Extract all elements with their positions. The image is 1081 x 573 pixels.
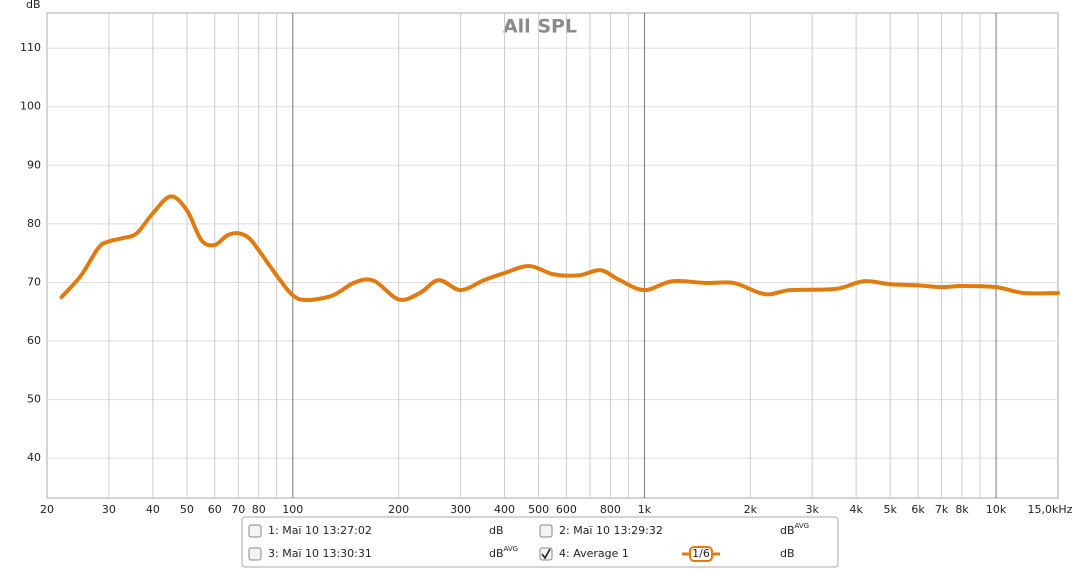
legend-label: 2: Маї 10 13:29:32 — [559, 524, 663, 537]
legend-unit: dB — [489, 524, 504, 537]
legend-unit: dBAVG — [780, 522, 809, 537]
legend-label: 1: Маї 10 13:27:02 — [268, 524, 372, 537]
x-tick-label: 80 — [252, 503, 266, 516]
x-tick-label: 15,0kHz — [1028, 503, 1073, 516]
x-tick-label: 7k — [935, 503, 949, 516]
x-tick-label: 600 — [556, 503, 577, 516]
smoothing-badge[interactable] — [689, 546, 713, 562]
y-tick-label: 90 — [27, 158, 41, 171]
x-tick-label: 1k — [638, 503, 652, 516]
legend-unit: dB — [780, 547, 795, 560]
x-tick-label: 800 — [600, 503, 621, 516]
legend-checkbox[interactable] — [248, 547, 262, 561]
x-tick-label: 200 — [388, 503, 409, 516]
legend-unit-sup: AVG — [504, 545, 519, 553]
y-axis-label: dB — [26, 0, 41, 11]
legend-checkbox[interactable] — [248, 524, 262, 538]
y-tick-label: 50 — [27, 393, 41, 406]
x-tick-label: 70 — [231, 503, 245, 516]
x-tick-label: 8k — [955, 503, 969, 516]
x-tick-label: 30 — [102, 503, 116, 516]
grid — [47, 13, 1058, 498]
x-tick-label: 400 — [494, 503, 515, 516]
chart-title: All SPL — [503, 16, 577, 38]
y-tick-label: 80 — [27, 217, 41, 230]
x-tick-label: 100 — [282, 503, 303, 516]
legend-unit-text: dB — [780, 524, 795, 537]
y-tick-label: 40 — [27, 451, 41, 464]
legend-checkmark — [541, 548, 551, 560]
x-tick-label: 5k — [884, 503, 898, 516]
legend-unit-text: dB — [489, 547, 504, 560]
x-tick-label: 50 — [180, 503, 194, 516]
legend-unit: dBAVG — [489, 545, 518, 560]
legend-label: 3: Маї 10 13:30:31 — [268, 547, 372, 560]
y-tick-label: 70 — [27, 275, 41, 288]
y-tick-label: 60 — [27, 334, 41, 347]
y-tick-label: 100 — [20, 100, 41, 113]
x-tick-label: 10k — [986, 503, 1007, 516]
x-tick-label: 4k — [849, 503, 863, 516]
legend-checkbox[interactable] — [539, 524, 553, 538]
x-tick-label: 2k — [744, 503, 758, 516]
x-tick-label: 6k — [911, 503, 925, 516]
x-tick-label: 40 — [146, 503, 160, 516]
x-tick-label: 20 — [40, 503, 54, 516]
x-tick-label: 300 — [450, 503, 471, 516]
legend-unit-text: dB — [489, 524, 504, 537]
x-tick-label: 3k — [806, 503, 820, 516]
legend-unit-sup: AVG — [795, 522, 810, 530]
legend-unit-text: dB — [780, 547, 795, 560]
y-tick-label: 110 — [20, 41, 41, 54]
x-tick-label: 500 — [528, 503, 549, 516]
plot-area — [46, 12, 1059, 499]
series-line — [59, 194, 1060, 303]
x-tick-label: 60 — [208, 503, 222, 516]
legend-label: 4: Average 1 — [559, 547, 629, 560]
smoothing-label: 1/6 — [692, 547, 710, 560]
